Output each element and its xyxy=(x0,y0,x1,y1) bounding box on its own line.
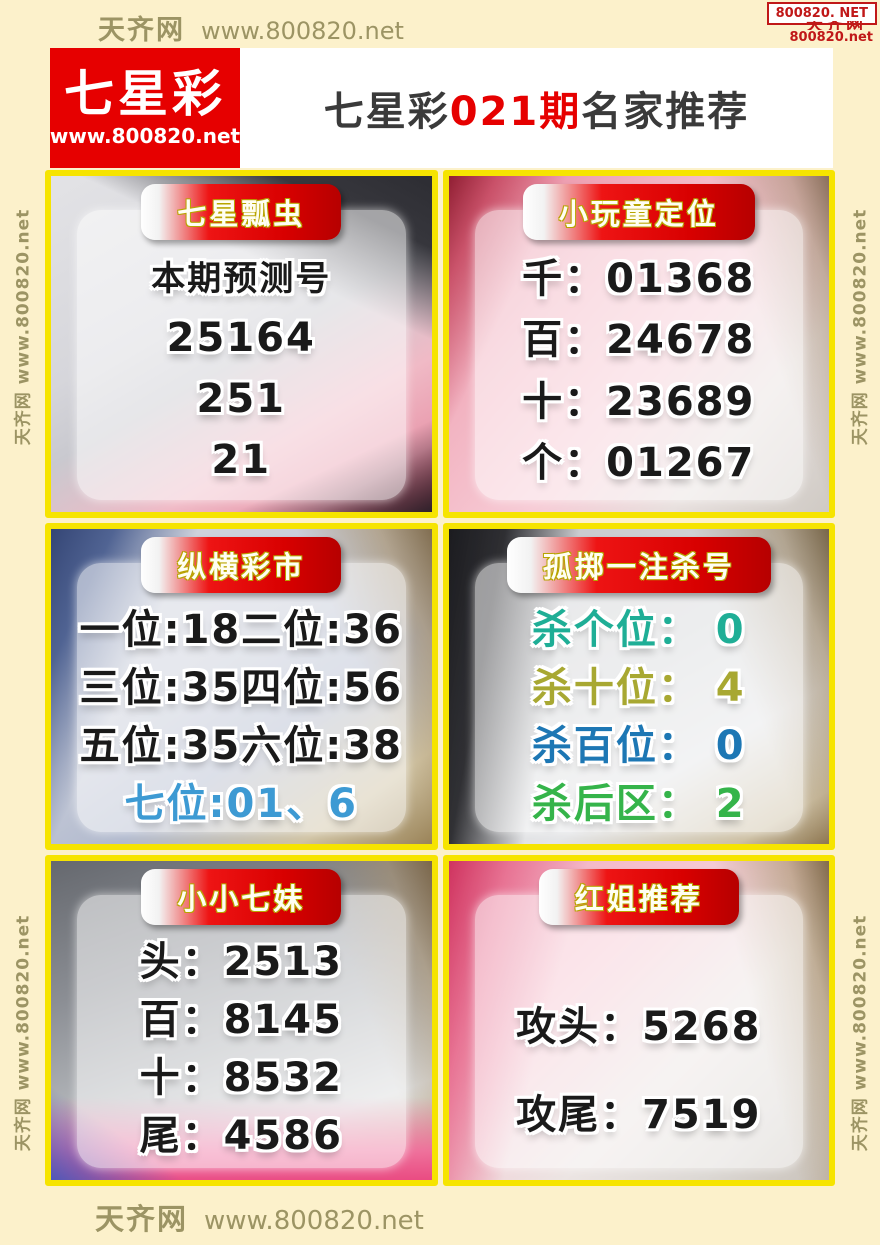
prediction-line: 杀百位： 0 xyxy=(531,723,746,769)
corner-site-badge[interactable]: 800820. NET xyxy=(766,2,877,25)
panel-title: 孤掷一注杀号 xyxy=(542,550,735,584)
panel-title: 小玩童定位 xyxy=(558,197,719,231)
panel-ribbon: 红姐推荐 xyxy=(538,869,739,925)
panel-title: 红姐推荐 xyxy=(574,882,703,916)
panel-title: 纵横彩市 xyxy=(177,550,306,584)
prediction-line: 攻尾：7519 xyxy=(516,1091,762,1138)
prediction-line: 本期预测号 xyxy=(151,259,332,300)
panel-qixing-piaochong: 七星瓢虫 本期预测号 25164 251 21 xyxy=(45,170,438,518)
page-header: 七星彩 www.800820.net 七星彩021期名家推荐 xyxy=(50,48,833,168)
prediction-line: 五位:35六位:38 xyxy=(79,723,403,769)
prediction-line: 千：01368 xyxy=(522,255,756,302)
prediction-line: 头：2513 xyxy=(139,939,343,985)
prediction-line: 杀个位： 0 xyxy=(531,607,746,653)
panel-content-card xyxy=(77,895,406,1168)
panel-lines: 头：2513 百：8145 十：8532 尾：4586 xyxy=(81,929,402,1159)
corner-site-name-clipped: 天齐网 xyxy=(806,21,866,30)
top-watermark: 天齐网 www.800820.net xyxy=(98,8,404,47)
panel-xiaoxiao-qimei: 小小七妹 头：2513 百：8145 十：8532 尾：4586 xyxy=(45,855,438,1186)
panel-content-card xyxy=(77,210,406,500)
panel-content-card xyxy=(77,563,406,832)
prediction-board: 七星瓢虫 本期预测号 25164 251 21 小玩童定位 千：01368 百：… xyxy=(45,170,835,1186)
panel-lines: 杀个位： 0 杀十位： 4 杀百位： 0 杀后区： 2 xyxy=(479,597,800,827)
panel-xiaowantong-dingwei: 小玩童定位 千：01368 百：24678 十：23689 个：01267 xyxy=(442,170,835,518)
panel-title: 小小七妹 xyxy=(177,882,306,916)
prediction-line: 尾：4586 xyxy=(139,1113,343,1159)
panel-ribbon: 七星瓢虫 xyxy=(141,184,342,240)
panel-ribbon: 纵横彩市 xyxy=(141,537,342,593)
panel-lines: 千：01368 百：24678 十：23689 个：01267 xyxy=(479,244,800,490)
site-name: 天齐网 xyxy=(98,15,185,46)
panel-content-card xyxy=(474,895,803,1168)
panel-lines: 本期预测号 25164 251 21 xyxy=(81,244,402,490)
prediction-line: 攻头：5268 xyxy=(516,1003,762,1050)
prediction-line: 一位:18二位:36 xyxy=(79,607,403,653)
panel-ribbon: 小小七妹 xyxy=(141,869,342,925)
logo-title: 七星彩 xyxy=(64,65,226,123)
site-name: 天齐网 xyxy=(95,1202,189,1236)
panel-lines: 攻头：5268 攻尾：7519 xyxy=(479,975,800,1158)
panel-content-card xyxy=(474,563,803,832)
site-url-link[interactable]: www.800820.net xyxy=(201,17,404,45)
footer-watermark: 天齐网 www.800820.net xyxy=(95,1196,424,1238)
site-url-link[interactable]: www.800820.net xyxy=(204,1206,424,1236)
panel-zongheng-caishi: 纵横彩市 一位:18二位:36 三位:35四位:56 五位:35六位:38 七位… xyxy=(45,523,438,850)
panel-hongjie-tuijian: 红姐推荐 攻头：5268 攻尾：7519 xyxy=(442,855,835,1186)
issue-number: 021期 xyxy=(449,89,582,135)
prediction-line: 百：8145 xyxy=(139,997,343,1043)
panel-content-card xyxy=(474,210,803,500)
prediction-line: 21 xyxy=(211,436,272,483)
prediction-line: 25164 xyxy=(166,315,316,362)
prediction-line: 百：24678 xyxy=(522,317,756,364)
title-area: 七星彩021期名家推荐 xyxy=(240,48,833,168)
prediction-line: 杀后区： 2 xyxy=(531,781,746,827)
panel-guzhi-yizhu-shahao: 孤掷一注杀号 杀个位： 0 杀十位： 4 杀百位： 0 杀后区： 2 xyxy=(442,523,835,850)
page-title: 七星彩021期名家推荐 xyxy=(323,89,750,135)
prediction-line: 251 xyxy=(196,375,286,422)
panel-title: 七星瓢虫 xyxy=(177,197,306,231)
prediction-line: 个：01267 xyxy=(522,440,756,487)
prediction-line: 七位:01、6 xyxy=(124,781,358,827)
prediction-line: 杀十位： 4 xyxy=(531,665,746,711)
corner-site-url[interactable]: 800820.net xyxy=(789,30,874,45)
panel-ribbon: 孤掷一注杀号 xyxy=(506,537,771,593)
site-logo: 七星彩 www.800820.net xyxy=(50,48,240,168)
logo-url: www.800820.net xyxy=(49,124,241,148)
panel-lines: 一位:18二位:36 三位:35四位:56 五位:35六位:38 七位:01、6 xyxy=(79,597,403,827)
panel-ribbon: 小玩童定位 xyxy=(522,184,755,240)
prediction-line: 十：23689 xyxy=(522,378,756,425)
prediction-line: 十：8532 xyxy=(139,1055,343,1101)
prediction-line: 三位:35四位:56 xyxy=(79,665,403,711)
